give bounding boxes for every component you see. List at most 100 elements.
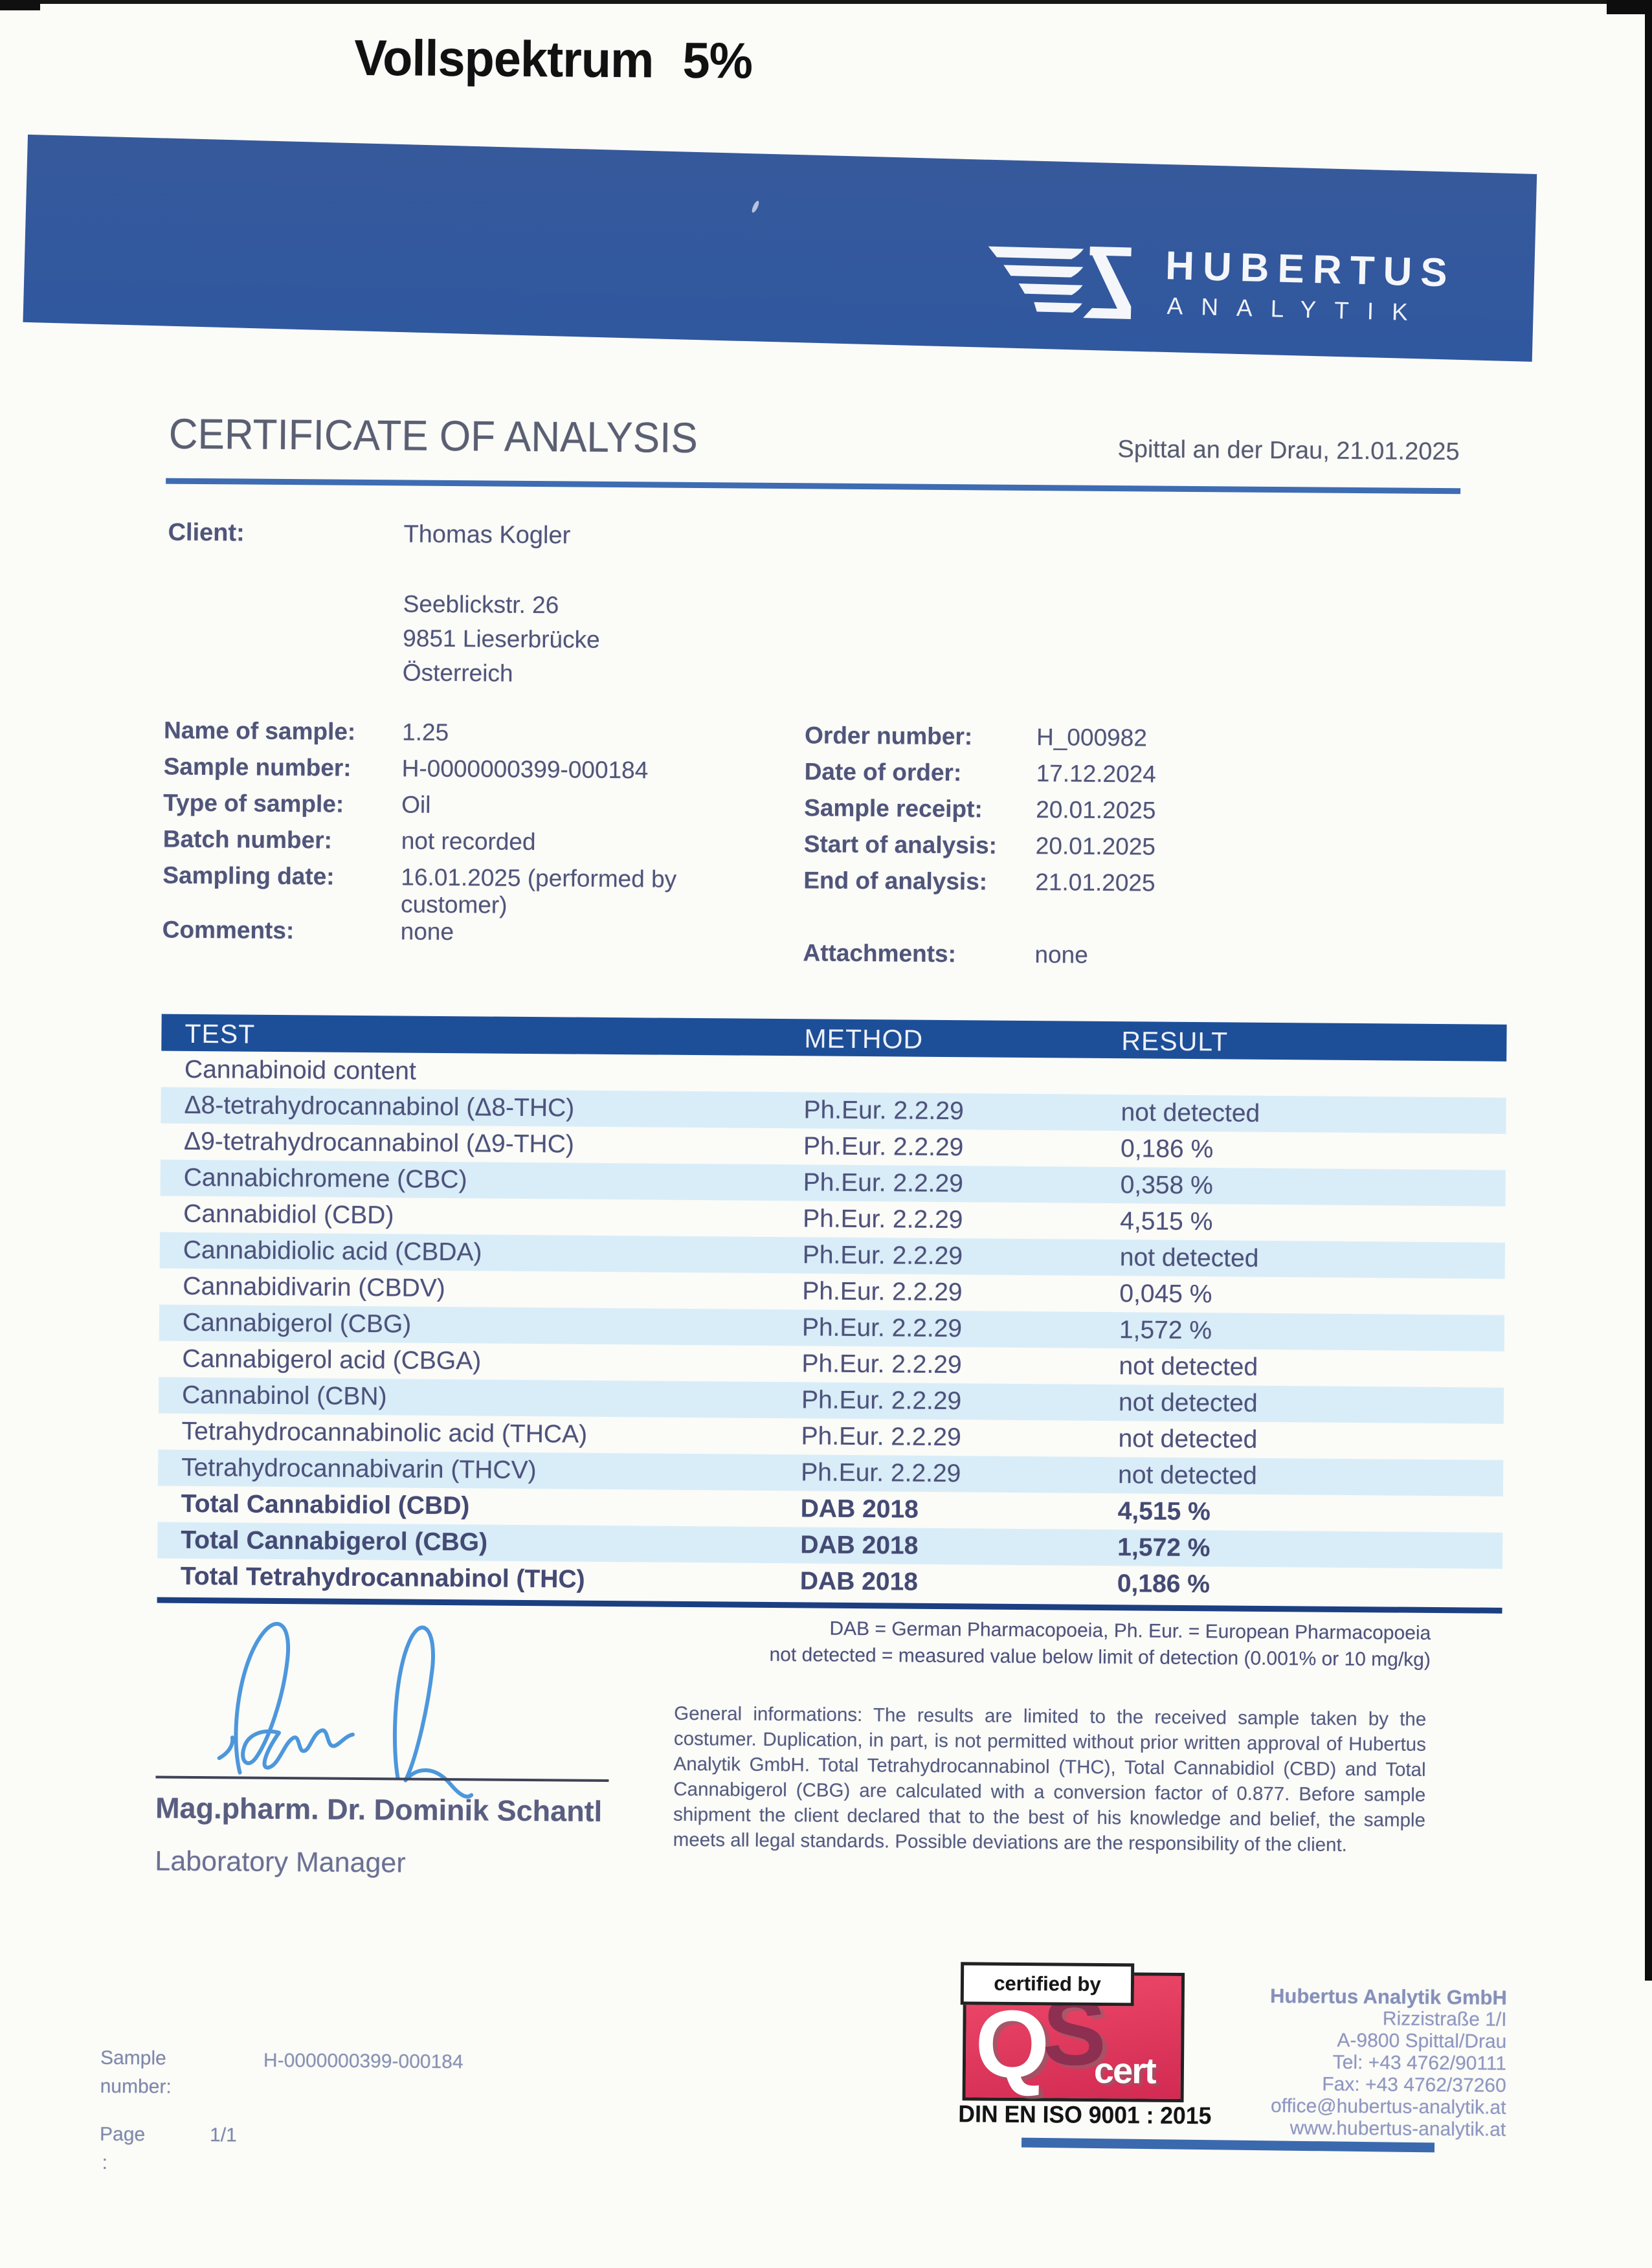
sample-info-label: Comments: [162, 916, 295, 944]
certificate-heading: CERTIFICATE OF ANALYSIS [168, 409, 698, 462]
test-method: Ph.Eur. 2.2.29 [803, 1205, 963, 1234]
test-method: Ph.Eur. 2.2.29 [801, 1350, 962, 1379]
heading-rule [166, 478, 1461, 495]
test-result: 1,572 % [1117, 1533, 1211, 1562]
signatory-name: Mag.pharm. Dr. Dominik Schantl [155, 1791, 603, 1828]
logo-subtitle: ANALYTIK [1166, 293, 1427, 326]
test-method: Ph.Eur. 2.2.29 [802, 1277, 963, 1307]
signature-ink [217, 1621, 474, 1799]
footer-page-value: 1/1 [209, 2124, 237, 2146]
sample-info-label: Sample number: [163, 753, 352, 781]
results-table-body: Δ8-tetrahydrocannabinol (Δ8-THC) Ph.Eur. … [157, 1087, 1506, 1605]
test-name: Cannabichromene (CBC) [183, 1163, 467, 1194]
result-footnotes: DAB = German Pharmacopoeia, Ph. Eur. = E… [570, 1614, 1431, 1673]
results-table: TEST METHOD RESULT Cannabinoid content Δ… [157, 1014, 1507, 1605]
test-name: Cannabinol (CBN) [181, 1381, 387, 1411]
sample-info-row: Sample number: H-0000000399-000184 [163, 753, 804, 795]
footer-colon: : [102, 2151, 108, 2174]
client-address-line: 9851 Lieserbrücke [403, 625, 600, 653]
sample-info-value: 17.12.2024 [1036, 760, 1157, 788]
test-result: not detected [1119, 1243, 1259, 1273]
sample-info-value: not recorded [401, 827, 536, 856]
company-line: www.hubertus-analytik.at [1289, 2117, 1506, 2140]
sample-info-label: Batch number: [162, 825, 333, 854]
hubertus-analytik-logo: HUBERTUS ANALYTIK [981, 241, 1457, 337]
sample-info-value: Oil [401, 791, 431, 818]
sample-info-row: Batch number: not recorded [163, 826, 804, 867]
client-address: Seeblickstr. 26 9851 Lieserbrücke Österrei… [403, 586, 601, 691]
sample-info-value: H-0000000399-000184 [401, 755, 649, 784]
test-result: 0,186 % [1120, 1135, 1214, 1164]
footer-sample-label-line2: number: [100, 2075, 172, 2098]
test-method: Ph.Eur. 2.2.29 [802, 1241, 963, 1271]
qs-badge-q: Q [974, 1990, 1051, 2098]
test-result: not detected [1119, 1352, 1258, 1381]
sample-info-value: 21.01.2025 [1035, 869, 1155, 896]
sample-info-row: End of analysis: 21.01.2025 [803, 867, 1457, 908]
test-name: Cannabidiol (CBD) [183, 1199, 394, 1230]
client-address-line: Seeblickstr. 26 [403, 590, 559, 619]
test-name: Total Cannabigerol (CBG) [181, 1526, 488, 1557]
column-header-test: TEST [184, 1018, 256, 1049]
sample-info-row: Attachments: none [803, 939, 1457, 981]
sample-info-row: Sample receipt: 20.01.2025 [804, 794, 1458, 836]
sample-info-row: Sampling date: 16.01.2025 (performed by c… [162, 862, 804, 922]
test-method: DAB 2018 [799, 1567, 919, 1596]
test-result: not detected [1117, 1461, 1257, 1490]
sample-info-value: 1.25 [401, 718, 449, 746]
column-header-result: RESULT [1121, 1026, 1229, 1057]
test-name: Total Tetrahydrocannabinol (THC) [180, 1562, 585, 1594]
sample-info-label: Start of analysis: [803, 830, 998, 859]
scan-edge-top [0, 0, 1652, 4]
test-method: Ph.Eur. 2.2.29 [803, 1096, 964, 1126]
sample-info-right: Order number: H_000982 Date of order: 17.12… [803, 722, 1458, 981]
sample-info-value: none [1034, 941, 1088, 968]
test-name: Total Cannabidiol (CBD) [181, 1489, 470, 1520]
sample-info-row: Start of analysis: 20.01.2025 [804, 830, 1458, 872]
test-name: Tetrahydrocannabinolic acid (THCA) [181, 1417, 588, 1449]
test-name: Δ8-tetrahydrocannabinol (Δ8-THC) [184, 1091, 575, 1122]
sample-info-label: Type of sample: [163, 789, 344, 817]
sample-info-row: Type of sample: Oil [163, 790, 804, 831]
footer-sample-number: H-0000000399-000184 [263, 2049, 463, 2073]
sample-info-row: Name of sample: 1.25 [164, 717, 805, 759]
footer-sample-label-line1: Sample [100, 2047, 166, 2069]
test-name: Cannabidivarin (CBDV) [183, 1272, 445, 1302]
client-label: Client: [168, 518, 245, 547]
sample-info-label: Sample receipt: [804, 794, 983, 823]
sample-info-value: H_000982 [1036, 724, 1148, 751]
test-method: Ph.Eur. 2.2.29 [801, 1458, 961, 1488]
sample-info-row: Date of order: 17.12.2024 [804, 758, 1458, 799]
scan-edge-top-right [1607, 0, 1652, 14]
test-result: 4,515 % [1120, 1207, 1213, 1236]
test-result: 4,515 % [1117, 1497, 1211, 1526]
sample-info-label: End of analysis: [803, 867, 988, 895]
logo-wordmark: HUBERTUS ANALYTIK [1164, 243, 1456, 326]
sample-info-label: Attachments: [803, 939, 957, 968]
sample-info-value: 16.01.2025 (performed by customer) [400, 863, 677, 918]
test-method: Ph.Eur. 2.2.29 [801, 1313, 963, 1343]
test-method: Ph.Eur. 2.2.29 [803, 1168, 964, 1198]
sample-info-label: Name of sample: [163, 717, 356, 745]
test-result: not detected [1121, 1098, 1260, 1128]
test-name: Cannabigerol acid (CBGA) [182, 1344, 482, 1375]
sample-info-value: 20.01.2025 [1035, 832, 1156, 860]
wing-flask-logo-icon [981, 241, 1146, 329]
test-result: not detected [1118, 1388, 1258, 1418]
product-title: Vollspektrum 5% [353, 28, 753, 89]
header-band: HUBERTUS ANALYTIK [23, 134, 1537, 362]
sample-info-value: 20.01.2025 [1036, 796, 1156, 824]
test-result: not detected [1118, 1425, 1258, 1454]
sample-info-value: none [400, 918, 454, 946]
sample-info-row: Order number: H_000982 [805, 722, 1458, 763]
footer-page-label: Page [99, 2123, 146, 2146]
test-name: Cannabigerol (CBG) [182, 1308, 412, 1339]
sample-info-left: Name of sample: 1.25 Sample number: H-00000… [162, 717, 805, 958]
general-informations: General informations: The results are li… [673, 1702, 1427, 1856]
test-method: Ph.Eur. 2.2.29 [803, 1132, 964, 1162]
sample-info-label: Order number: [804, 722, 973, 750]
sample-info-row: Comments: none [162, 917, 803, 958]
sample-info-label: Date of order: [804, 758, 962, 786]
test-method: Ph.Eur. 2.2.29 [801, 1386, 962, 1416]
